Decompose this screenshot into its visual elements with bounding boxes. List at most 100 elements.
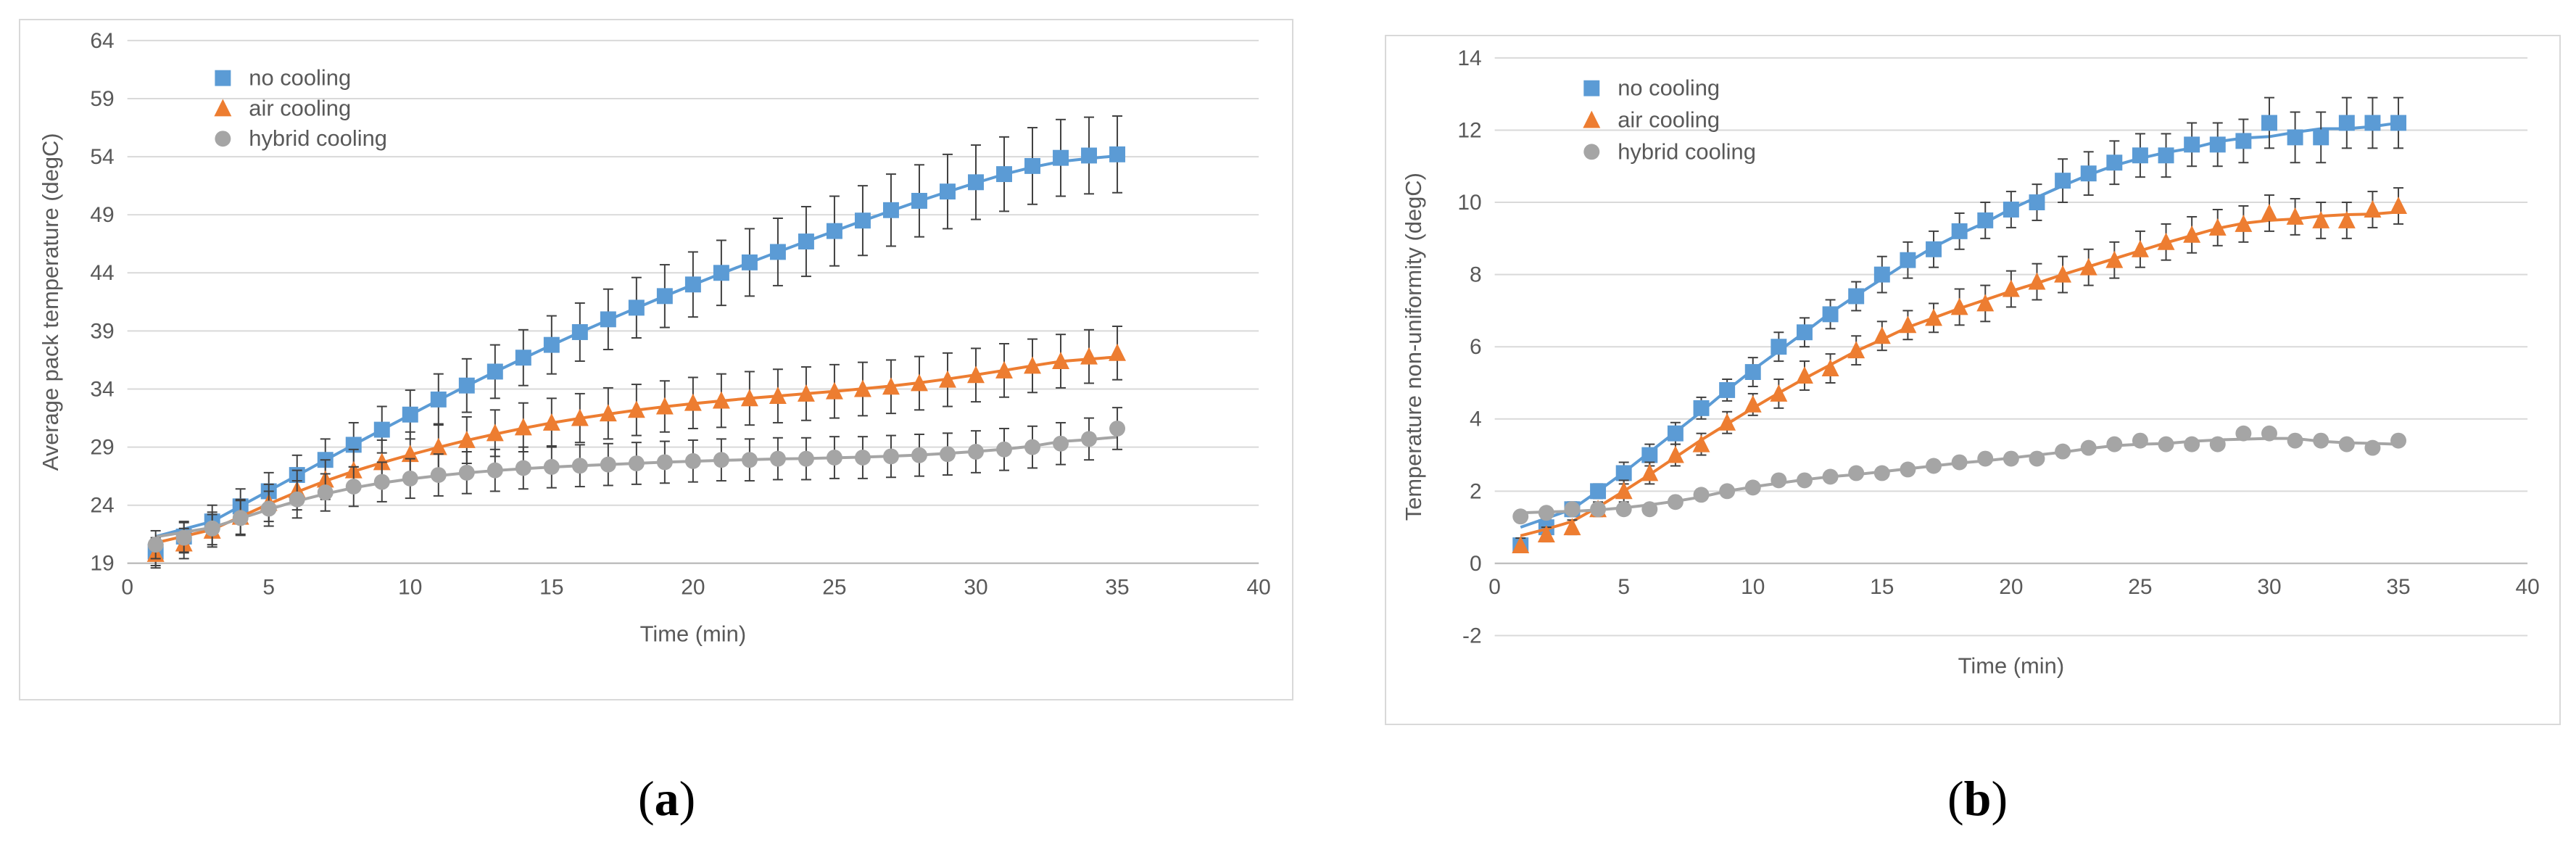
- caption-b: (b): [1947, 771, 2008, 826]
- chart-a-x-tick-label: 20: [681, 576, 705, 600]
- chart-a-point: [968, 444, 984, 460]
- chart-b-point: [2235, 133, 2252, 149]
- chart-a-point: [1024, 439, 1040, 455]
- chart-a-y-tick-label: 54: [90, 145, 114, 169]
- chart-b-point: [1590, 483, 1607, 500]
- chart-b-point: [1590, 501, 1607, 518]
- chart-b-point: [1564, 501, 1581, 518]
- chart-b-point: [1976, 294, 1995, 312]
- chart-b-point: [1926, 241, 1942, 257]
- chart-b-legend-label-1: air cooling: [1618, 107, 1720, 132]
- chart-b-point: [2029, 450, 2045, 467]
- chart-b-point: [2028, 272, 2046, 290]
- chart-a-x-tick-label: 30: [964, 576, 987, 600]
- chart-b-point: [1821, 359, 1839, 377]
- chart-b-point: [2313, 432, 2329, 449]
- chart-b-point: [1744, 479, 1761, 496]
- chart-a-point: [457, 431, 476, 448]
- chart-b-point: [1693, 400, 1710, 416]
- chart-a-point: [402, 470, 418, 487]
- chart-a-point: [430, 391, 447, 408]
- chart-a-point: [825, 381, 843, 400]
- chart-a-point: [571, 458, 588, 474]
- chart-b-point: [1771, 472, 1787, 489]
- chart-a-point: [1080, 347, 1098, 365]
- chart-a-point: [1053, 149, 1069, 166]
- chart-b-point: [2184, 436, 2200, 452]
- chart-a-point: [741, 452, 758, 468]
- chart-b-point: [2261, 204, 2278, 221]
- chart-a-x-tick-label: 25: [822, 576, 846, 600]
- chart-b-point: [2105, 250, 2124, 268]
- chart-b-y-tick-label: 6: [1470, 335, 1482, 359]
- chart-a-point: [373, 474, 390, 490]
- chart-a-legend-label-1: air cooling: [249, 95, 351, 120]
- chart-b-point: [1667, 425, 1683, 442]
- chart-b-point: [1977, 450, 1994, 467]
- chart-b-y-tick-label: 4: [1470, 408, 1482, 431]
- caption-a: (a): [638, 771, 696, 826]
- chart-a-point: [429, 437, 447, 455]
- chart-a-point: [684, 276, 701, 293]
- chart-b-point: [2080, 165, 2097, 182]
- chart-a-x-tick-label: 40: [1246, 576, 1270, 600]
- chart-a-point: [769, 386, 787, 405]
- chart-a-point: [628, 299, 645, 316]
- chart-b-point: [2054, 265, 2072, 283]
- chart-a-point: [486, 363, 503, 380]
- chart-a-point: [571, 408, 589, 426]
- chart-b-point: [1615, 465, 1632, 481]
- chart-b-point: [2287, 129, 2303, 146]
- caption-a-letter: a: [654, 771, 679, 826]
- chart-a-point: [627, 400, 645, 418]
- chart-b-point: [1900, 252, 1916, 268]
- chart-a-point: [911, 193, 927, 209]
- chart-a-point: [939, 370, 956, 388]
- chart-b-point: [1796, 366, 1813, 384]
- chart-b-point: [2003, 450, 2019, 467]
- chart-a-point: [940, 446, 956, 463]
- chart-a-point: [204, 520, 220, 537]
- chart-a-point: [373, 452, 391, 471]
- chart-a-point: [854, 212, 871, 229]
- chart-a-point: [882, 448, 899, 465]
- chart-b-point: [2390, 432, 2407, 449]
- chart-a-legend-marker-1: [214, 99, 232, 117]
- chart-a-point: [402, 406, 418, 423]
- caption-b-letter: b: [1963, 771, 1992, 826]
- chart-a-point: [712, 391, 730, 409]
- chart-a-point: [797, 384, 815, 402]
- chart-a-point: [260, 500, 277, 517]
- chart-b-point: [1641, 501, 1658, 518]
- chart-b-x-tick-label: 5: [1618, 575, 1630, 599]
- chart-a-point: [713, 452, 729, 468]
- chart-a-y-tick-label: 49: [90, 203, 114, 227]
- chart-a-point: [656, 288, 673, 305]
- chart-a-point: [543, 336, 560, 353]
- chart-b-point: [2312, 210, 2330, 228]
- chart-b-point: [2235, 214, 2253, 232]
- chart-a-point: [713, 265, 729, 281]
- chart-b-point: [1848, 288, 1865, 305]
- chart-a-point: [317, 484, 334, 501]
- chart-a-y-tick-label: 34: [90, 377, 114, 401]
- chart-a-point: [515, 350, 531, 366]
- chart-a-point: [882, 202, 899, 218]
- chart-b-point: [2132, 147, 2148, 164]
- chart-a-point: [458, 464, 475, 481]
- chart-b-point: [2208, 218, 2227, 236]
- chart-b-point: [2055, 443, 2071, 460]
- chart-b-point: [2390, 197, 2408, 214]
- chart-b-point: [1667, 494, 1683, 510]
- chart-b-point: [1719, 483, 1736, 500]
- chart-a-point: [486, 423, 504, 442]
- chart-b-point: [1899, 315, 1917, 334]
- chart-a-y-axis-title: Average pack temperature (degC): [38, 133, 63, 471]
- chart-b-point: [1950, 297, 1968, 315]
- chart-a-point: [430, 467, 447, 483]
- chart-b-series-0: [1512, 96, 2407, 553]
- chart-b-point: [2338, 436, 2355, 452]
- chart-b-x-tick-label: 0: [1488, 575, 1501, 599]
- chart-a-y-tick-label: 59: [90, 87, 114, 111]
- chart-a-point: [940, 183, 956, 200]
